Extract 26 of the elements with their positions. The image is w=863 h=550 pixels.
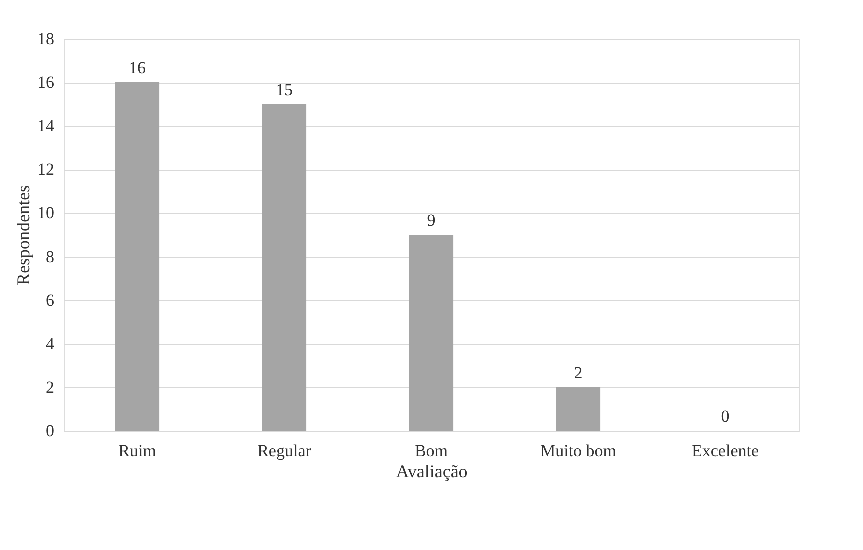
y-tick-label: 6 xyxy=(46,290,54,310)
x-tick-label: Ruim xyxy=(118,442,156,460)
y-tick-label: 10 xyxy=(38,204,54,223)
y-tick-label: 18 xyxy=(38,30,54,48)
data-label: 2 xyxy=(574,363,583,382)
bar xyxy=(115,82,160,431)
y-tick-label: 14 xyxy=(38,116,55,136)
y-axis-title: Respondentes xyxy=(14,186,34,286)
y-tick-label: 16 xyxy=(38,73,54,92)
x-tick-label: Regular xyxy=(258,442,312,460)
data-label: 9 xyxy=(427,211,436,230)
x-tick-label: Excelente xyxy=(692,442,760,460)
y-tick-label: 4 xyxy=(46,334,55,354)
y-tick-label: 0 xyxy=(46,422,54,440)
x-tick-label: Muito bom xyxy=(540,442,617,460)
data-label: 16 xyxy=(129,58,146,78)
bar xyxy=(556,387,601,431)
y-tick-label: 2 xyxy=(46,378,54,397)
x-tick-label: Bom xyxy=(414,442,448,460)
bar xyxy=(262,104,307,431)
y-tick-label: 12 xyxy=(38,160,54,180)
x-axis-title: Avaliação xyxy=(396,462,468,482)
bar xyxy=(409,235,454,431)
y-tick-label: 8 xyxy=(46,247,54,266)
data-label: 15 xyxy=(276,80,293,100)
data-label: 0 xyxy=(721,407,730,426)
